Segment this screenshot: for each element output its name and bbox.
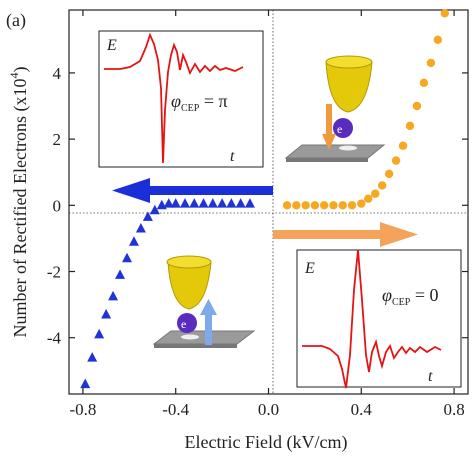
data-point-circle: [419, 78, 429, 88]
data-point-circle: [338, 201, 347, 210]
inset-tl-waveform: [104, 32, 244, 164]
data-point-circle: [384, 169, 394, 179]
down-arrow-icon: [326, 104, 332, 136]
data-point-circle: [440, 9, 450, 18]
data-point-triangle: [149, 204, 160, 215]
y-axis-ticks: -4 -2 0 2 4: [47, 64, 468, 348]
data-point-circle: [405, 121, 415, 131]
data-point-triangle: [121, 252, 132, 263]
data-point-circle: [426, 58, 436, 68]
data-point-triangle: [198, 198, 209, 208]
data-point-circle: [292, 201, 301, 210]
tip-illustration-bottom-left: e: [152, 255, 256, 348]
inset-br-e-label: E: [304, 260, 315, 277]
inset-tl-phase-symbol: φ: [171, 91, 181, 111]
y-tick-label: -4: [47, 329, 62, 348]
inset-br-phase-value: = 0: [410, 285, 438, 305]
y-axis-label-exponent: 4: [7, 73, 21, 79]
inset-br-t-label: t: [428, 368, 433, 385]
inset-tl-t-label: t: [230, 148, 235, 165]
data-point-triangle: [179, 198, 190, 208]
x-axis-label: Electric Field (kV/cm): [185, 432, 348, 453]
data-point-triangle: [207, 198, 218, 208]
data-point-triangle: [80, 378, 91, 389]
series-negative-triangles: [80, 198, 255, 389]
data-point-triangle: [189, 198, 200, 208]
y-tick-label: -2: [47, 263, 61, 282]
data-point-triangle: [170, 198, 181, 208]
x-tick-label: -0.4: [162, 400, 189, 419]
data-point-circle: [391, 156, 401, 165]
data-point-circle: [412, 101, 422, 111]
data-point-triangle: [226, 198, 237, 208]
data-point-circle: [357, 199, 366, 208]
metal-tip: [325, 61, 373, 113]
svg-text:e: e: [337, 122, 342, 136]
inset-tl-e-label: E: [106, 37, 117, 54]
inset-bottom-right: E t φCEP = 0: [296, 249, 462, 389]
inset-br-waveform: [302, 249, 442, 389]
arrow-right: [273, 222, 418, 247]
x-tick-label: -0.8: [69, 400, 96, 419]
data-point-circle: [364, 194, 373, 203]
data-point-circle: [310, 201, 320, 210]
surface-plate: [284, 144, 386, 159]
data-point-circle: [377, 181, 387, 190]
metal-tip: [167, 261, 212, 310]
data-point-triangle: [135, 222, 146, 233]
inset-br-phase-symbol: φ: [382, 285, 392, 305]
y-tick-label: 0: [53, 196, 62, 215]
y-tick-label: 4: [53, 64, 62, 83]
data-point-circle: [319, 201, 329, 210]
y-axis-label: Number of Rectified Electrons (x104): [7, 67, 31, 338]
data-point-triangle: [163, 198, 174, 208]
data-point-circle: [347, 201, 357, 210]
up-arrow-icon: [205, 313, 212, 345]
series-positive-circles: [282, 9, 450, 210]
inset-top-left: E t φCEP = π: [98, 30, 264, 168]
data-point-circle: [301, 201, 310, 210]
x-tick-label: 0.0: [258, 400, 279, 419]
data-point-circle: [371, 189, 380, 198]
data-point-triangle: [101, 309, 112, 319]
data-point-triangle: [217, 198, 228, 208]
electron-icon: [177, 313, 197, 333]
y-axis-label-suffix: ): [10, 67, 31, 73]
x-tick-label: 0.4: [351, 400, 373, 419]
inset-tl-phase-subscript: CEP: [181, 103, 200, 114]
inset-tl-phase-value: = π: [199, 91, 227, 111]
data-point-circle: [433, 35, 443, 44]
data-point-circle: [398, 141, 408, 150]
inset-br-phase: φCEP = 0: [382, 285, 438, 308]
data-point-triangle: [94, 328, 105, 339]
data-point-circle: [329, 201, 338, 210]
data-point-triangle: [142, 211, 153, 221]
arrow-left: [112, 178, 273, 203]
data-point-triangle: [156, 199, 167, 210]
x-axis-ticks: -0.8 -0.4 0.0 0.4 0.8: [69, 10, 465, 419]
data-point-triangle: [115, 269, 126, 279]
panel-label: (a): [6, 10, 26, 31]
svg-text:e: e: [181, 317, 186, 331]
data-point-triangle: [235, 198, 246, 208]
data-point-circle: [282, 201, 292, 210]
surface-plate: [152, 330, 256, 345]
x-tick-label: 0.8: [443, 400, 464, 419]
data-point-triangle: [128, 236, 139, 246]
tip-illustration-top-right: e: [284, 55, 386, 162]
data-point-triangle: [87, 352, 98, 362]
data-point-triangle: [108, 290, 119, 301]
inset-br-phase-subscript: CEP: [392, 297, 411, 308]
inset-tl-phase: φCEP = π: [171, 91, 228, 114]
electron-icon: [333, 118, 353, 138]
y-axis-label-prefix: Number of Rectified Electrons (x10: [10, 79, 31, 338]
data-point-triangle: [244, 198, 255, 208]
y-tick-label: 2: [53, 130, 62, 149]
